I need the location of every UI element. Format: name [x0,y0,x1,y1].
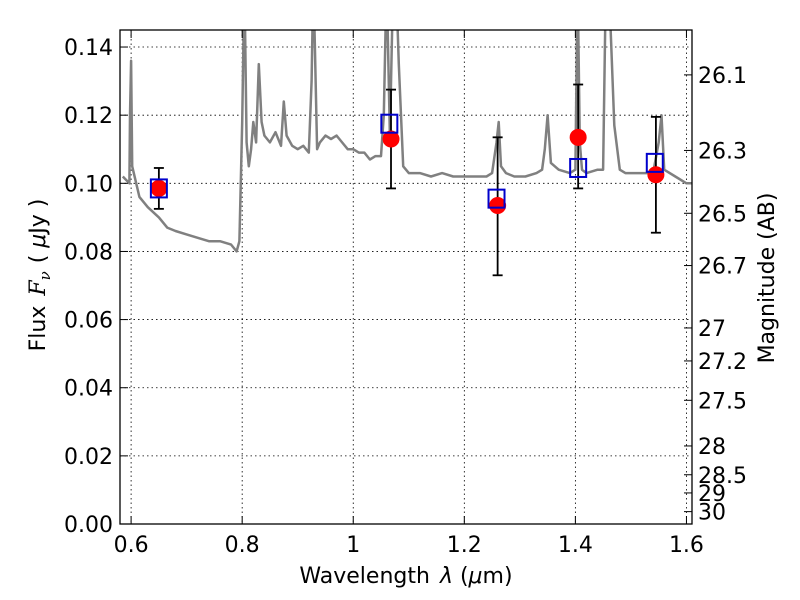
observed-point [150,179,168,197]
y2-tick-label: 28 [698,435,726,460]
model-spectrum [121,30,692,253]
y-tick-label: 0.14 [64,36,113,61]
x-tick-label: 1.6 [669,533,704,558]
x-axis-label: Wavelength λ (μm) [299,564,512,589]
grid-lines [120,30,692,525]
x-tick-label: 1 [346,533,360,558]
y-tick-label: 0.04 [64,377,113,402]
y2-axis-label: Magnitude (AB) [755,193,780,364]
synthetic-point [645,152,664,173]
y-tick-label: 0.12 [64,104,113,129]
synthetic-point [487,188,506,209]
y-tick-label: 0.10 [64,172,113,197]
data-markers [149,113,665,214]
y2-tick-label: 26.5 [698,202,747,227]
y2-tick-label: 29 [698,482,726,507]
synthetic-point [569,157,588,178]
y-tick-label: 0.02 [64,445,113,470]
y-tick-label: 0.06 [64,309,113,334]
observed-point [569,128,587,146]
synthetic-point [149,178,168,199]
y2-tick-label: 28.5 [698,464,747,489]
y2-tick-label: 27.2 [698,350,747,375]
y-axis-label: FluxFν( μJy ) [26,199,54,352]
y-tick-label: 0.00 [64,513,113,538]
y2-tick-label: 26.7 [698,255,747,280]
spectrum-line [121,30,692,253]
x-tick-label: 1.4 [558,533,593,558]
observed-point [489,196,507,214]
observed-point [382,130,400,148]
error-bars [153,83,661,277]
synthetic-point [380,113,399,134]
axis-ticks: 0.6 0.8 1 1.2 1.4 1.6 0.00 0.02 0.04 0.06 0.08 0.10… [64,30,747,558]
y2-tick-label: 30 [698,501,726,526]
x-tick-label: 0.6 [114,533,149,558]
y2-tick-label: 27 [698,317,726,342]
y2-tick-label: 27.5 [698,389,747,414]
x-tick-label: 0.8 [225,533,260,558]
observed-point [647,166,665,184]
y2-tick-label: 26.1 [698,64,747,89]
x-tick-label: 1.2 [447,533,482,558]
plot-frame [119,29,693,525]
y-tick-label: 0.08 [64,240,113,265]
y2-tick-label: 26.3 [698,139,747,164]
